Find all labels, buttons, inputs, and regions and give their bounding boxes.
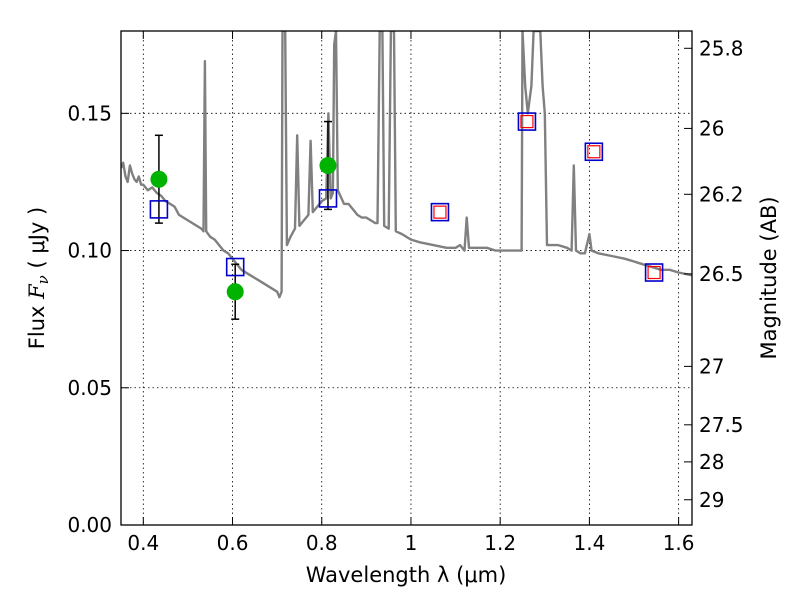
nir-square [520, 114, 534, 129]
model-square [318, 189, 338, 208]
axes: 0.4 0.6 0.8 1 1.2 1.4 1.6 0.00 0.05 0.10 0.15 25.8 2… [67, 31, 744, 555]
y-axis-label-units: ( μJy ) [25, 207, 49, 275]
y2-tick-label: 26 [699, 116, 724, 140]
y-tick-label: 0.10 [67, 239, 112, 263]
nir-square [433, 205, 447, 219]
nir-square [587, 145, 601, 159]
y2-tick-label: 26.5 [699, 262, 744, 286]
x-tick-label: 0.8 [306, 531, 338, 555]
x-tick-label: 1.4 [573, 531, 605, 555]
model-square [149, 200, 169, 219]
y2-tick-label: 28 [699, 450, 724, 474]
observed-point [226, 283, 244, 301]
observed-point [150, 170, 168, 188]
model-square [225, 257, 245, 277]
y-axis-label-symbol: F [25, 283, 49, 300]
y2-tick-label: 26.2 [699, 182, 744, 206]
y2-tick-label: 27 [699, 354, 724, 378]
x-tick-label: 0.6 [217, 531, 249, 555]
sed-line [121, 31, 692, 299]
x-tick-label: 0.4 [127, 531, 159, 555]
y-axis-label-subscript: ν [34, 275, 52, 284]
y-axis-label: Flux Fν ( μJy ) [25, 207, 52, 349]
y2-tick-label: 27.5 [699, 413, 744, 437]
y-axis-label-prefix: Flux [25, 299, 49, 349]
x-tick-label: 1 [405, 531, 418, 555]
x-tick-label: 1.2 [484, 531, 516, 555]
y-tick-label: 0.15 [67, 101, 112, 125]
plot-frame [120, 30, 693, 526]
y2-tick-label: 25.8 [699, 36, 744, 60]
y2-axis-label: Magnitude (AB) [757, 196, 781, 359]
model-square [644, 263, 664, 282]
y-tick-label: 0.00 [67, 513, 112, 537]
y2-tick-label: 29 [699, 488, 724, 512]
model-square [430, 202, 450, 222]
observed-point [319, 156, 337, 174]
svg-text:Flux Fν ( μJy ): Flux Fν ( μJy ) [25, 207, 52, 349]
model-square [584, 142, 604, 162]
plot-content [121, 31, 692, 320]
x-axis-label: Wavelength λ (μm) [306, 563, 507, 587]
y-tick-label: 0.05 [67, 376, 112, 400]
x-tick-label: 1.6 [663, 531, 695, 555]
plot-background [121, 31, 692, 525]
grid [121, 31, 692, 525]
model-square [517, 112, 537, 131]
nir-square [647, 265, 661, 280]
